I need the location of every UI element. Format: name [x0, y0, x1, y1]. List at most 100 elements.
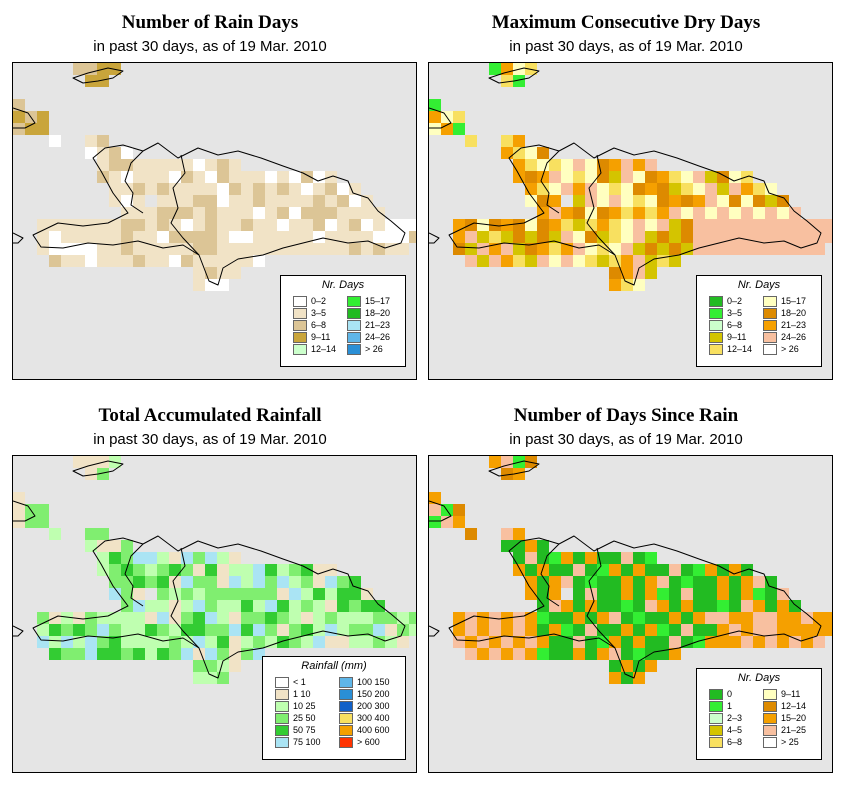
- grid-cell: [717, 195, 729, 207]
- grid-cell: [349, 588, 361, 600]
- grid-cell: [181, 564, 193, 576]
- grid-cell: [181, 588, 193, 600]
- grid-cell: [193, 672, 205, 684]
- grid-cell: [97, 219, 109, 231]
- grid-cell: [717, 636, 729, 648]
- grid-cell: [693, 636, 705, 648]
- grid-cell: [825, 612, 832, 624]
- grid-cell: [597, 207, 609, 219]
- grid-cell: [265, 183, 277, 195]
- legend-label: 25 50: [293, 713, 316, 723]
- legend-swatch: [339, 725, 353, 736]
- grid-cell: [477, 648, 489, 660]
- grid-cell: [729, 600, 741, 612]
- grid-cell: [765, 243, 777, 255]
- grid-cell: [645, 636, 657, 648]
- grid-cell: [753, 576, 765, 588]
- grid-cell: [169, 552, 181, 564]
- grid-cell: [657, 624, 669, 636]
- grid-cell: [109, 588, 121, 600]
- grid-cell: [657, 183, 669, 195]
- grid-cell: [573, 207, 585, 219]
- grid-cell: [337, 600, 349, 612]
- grid-cell: [217, 171, 229, 183]
- grid-cell: [85, 243, 97, 255]
- grid-cell: [681, 588, 693, 600]
- grid-cells: [429, 63, 832, 291]
- grid-cell: [145, 183, 157, 195]
- grid-cell: [109, 552, 121, 564]
- legend-label: 6–8: [727, 320, 743, 330]
- legend-swatch: [709, 296, 723, 307]
- map-canvas: [429, 456, 832, 684]
- grid-cell: [205, 195, 217, 207]
- grid-cell: [277, 612, 289, 624]
- legend-swatch: [763, 296, 777, 307]
- grid-cell: [609, 576, 621, 588]
- legend-label: 75 100: [293, 737, 321, 747]
- grid-cell: [741, 576, 753, 588]
- legend-swatch: [339, 701, 353, 712]
- grid-cell: [85, 540, 97, 552]
- coastline: [488, 460, 540, 477]
- grid-cell: [157, 600, 169, 612]
- grid-cell: [513, 528, 525, 540]
- grid-cell: [633, 183, 645, 195]
- grid-cell: [705, 612, 717, 624]
- grid-cell: [313, 576, 325, 588]
- grid-cell: [121, 588, 133, 600]
- grid-cell: [813, 219, 825, 231]
- grid-cell: [825, 624, 832, 636]
- grid-cell: [133, 219, 145, 231]
- grid-cell: [501, 528, 513, 540]
- grid-cell: [669, 588, 681, 600]
- grid-cell: [121, 147, 133, 159]
- grid-cell: [597, 648, 609, 660]
- legend-label: > 600: [357, 737, 380, 747]
- legend-label: 18–20: [365, 308, 391, 318]
- grid-cell: [241, 171, 253, 183]
- grid-cell: [693, 195, 705, 207]
- grid-cell: [49, 243, 61, 255]
- grid-cell: [633, 255, 645, 267]
- grid-cell: [277, 231, 289, 243]
- grid-cell: [669, 243, 681, 255]
- grid-cell: [609, 171, 621, 183]
- legend-label: 0: [727, 689, 733, 699]
- legend-swatch: [709, 689, 723, 700]
- grid-cell: [657, 612, 669, 624]
- grid-cell: [669, 171, 681, 183]
- grid-cell: [621, 255, 633, 267]
- grid-cell: [265, 636, 277, 648]
- grid-cell: [477, 219, 489, 231]
- grid-cell: [169, 231, 181, 243]
- grid-cell: [337, 183, 349, 195]
- grid-cell: [501, 243, 513, 255]
- grid-cell: [537, 612, 549, 624]
- grid-cell: [109, 219, 121, 231]
- grid-cell: [561, 255, 573, 267]
- grid-cell: [121, 540, 133, 552]
- grid-cell: [193, 183, 205, 195]
- grid-cell: [157, 648, 169, 660]
- grid-cell: [585, 207, 597, 219]
- grid-cell: [97, 540, 109, 552]
- grid-cell: [537, 231, 549, 243]
- grid-cell: [133, 159, 145, 171]
- grid-cell: [729, 243, 741, 255]
- grid-cell: [549, 219, 561, 231]
- grid-cell: [513, 75, 525, 87]
- grid-cell: [313, 231, 325, 243]
- grid-cell: [717, 183, 729, 195]
- grid-cell: [465, 231, 477, 243]
- grid-cell: [169, 588, 181, 600]
- grid-cell: [513, 564, 525, 576]
- legend-label: 12–14: [727, 344, 753, 354]
- grid-cell: [373, 600, 385, 612]
- grid-cell: [561, 183, 573, 195]
- grid-cell: [753, 636, 765, 648]
- grid-cell: [277, 636, 289, 648]
- grid-cell: [633, 552, 645, 564]
- grid-cell: [217, 183, 229, 195]
- grid-cell: [537, 171, 549, 183]
